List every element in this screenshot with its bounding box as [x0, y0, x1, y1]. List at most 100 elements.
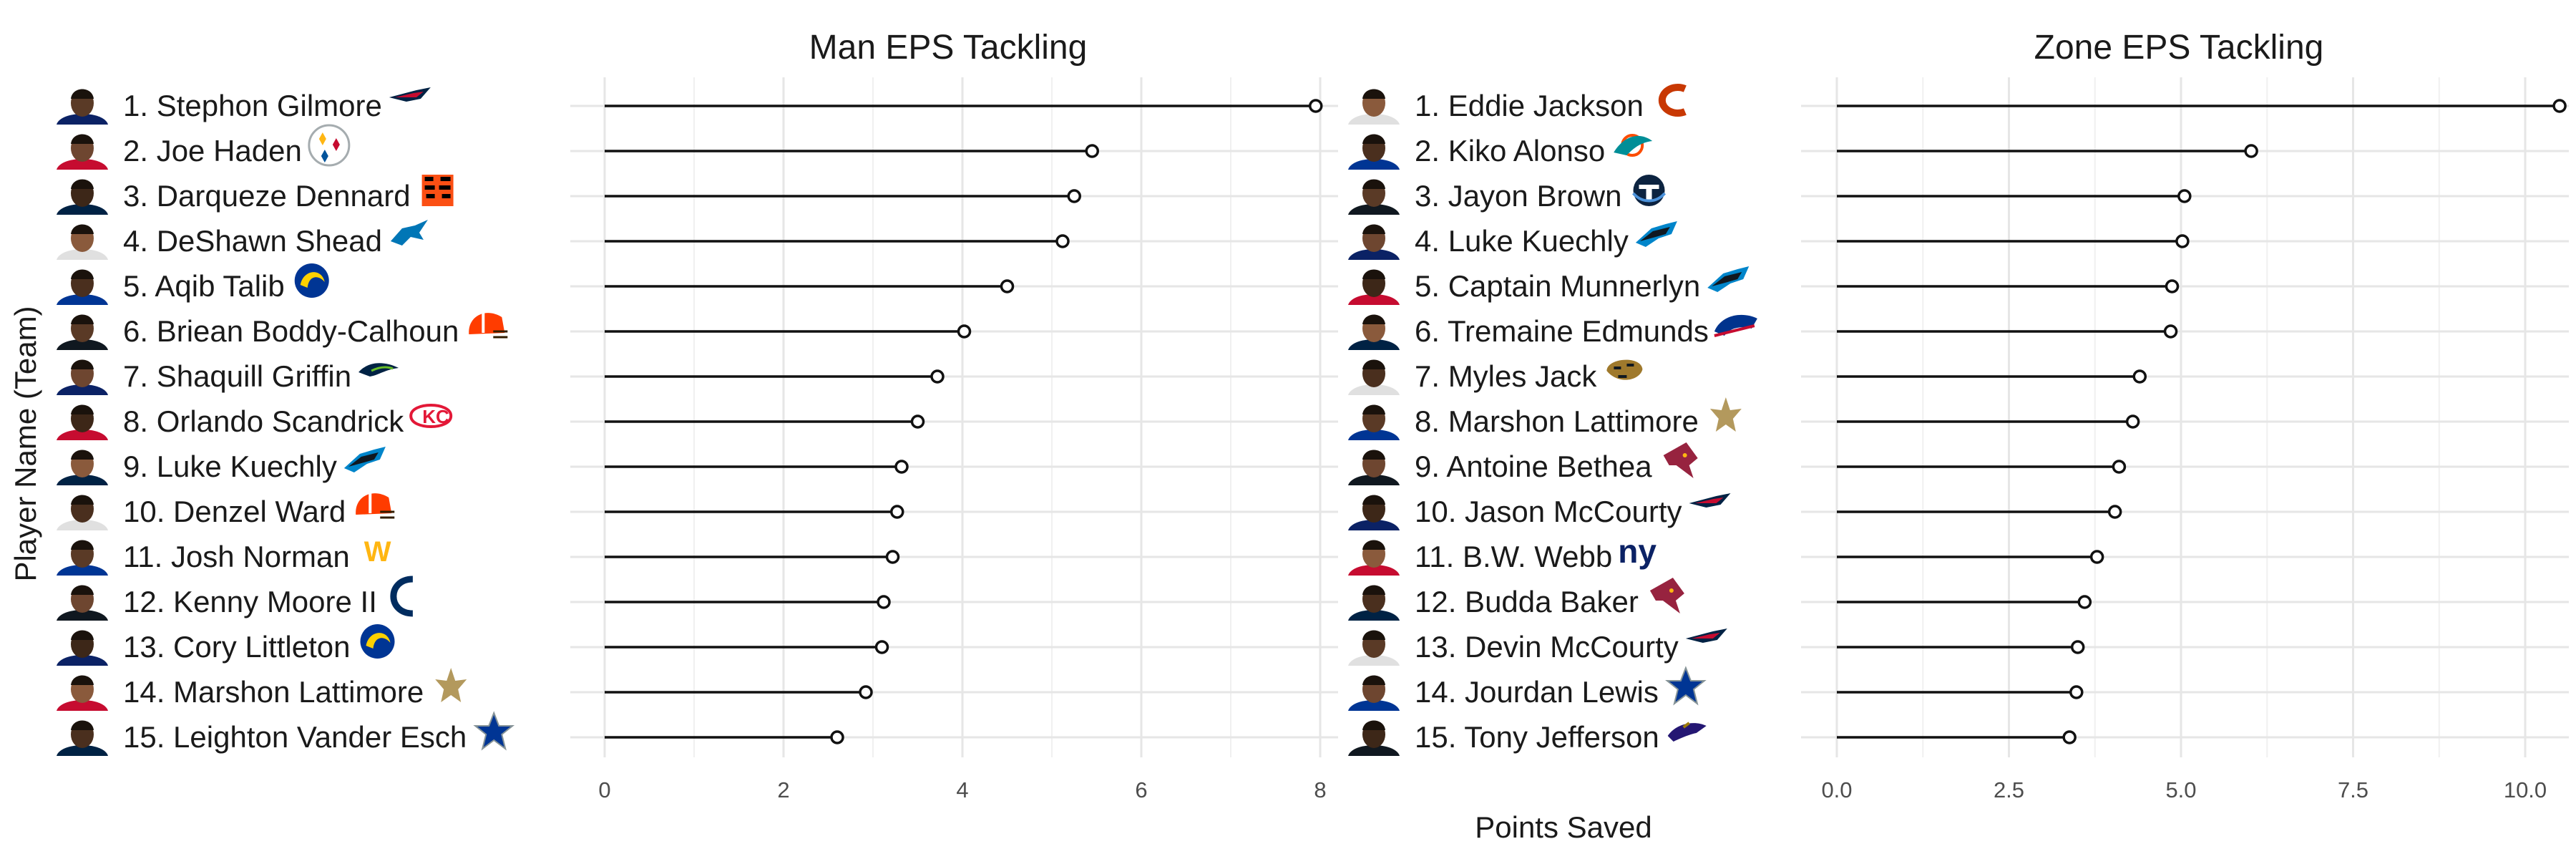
- bills-logo-icon: [1714, 314, 1757, 337]
- player-label: 15. Tony Jefferson: [1415, 720, 1659, 754]
- player-headshot-icon: [1348, 404, 1400, 440]
- seahawks-logo-icon: [358, 363, 399, 377]
- y-axis-title: Player Name (Team): [9, 306, 42, 581]
- lollipop-point: [2062, 730, 2077, 744]
- lollipop-point: [2177, 189, 2192, 203]
- cardinals-logo-icon: [1663, 442, 1698, 478]
- player-headshot-icon: [57, 495, 108, 530]
- player-headshot-icon: [1348, 630, 1400, 666]
- patriots-logo-icon: [389, 87, 431, 102]
- player-label: 9. Antoine Bethea: [1415, 450, 1652, 483]
- player-headshot-icon: [57, 134, 108, 170]
- player-headshot-icon: [57, 630, 108, 666]
- steelers-logo-icon: [308, 124, 351, 167]
- player-headshot-icon: [1348, 134, 1400, 170]
- lollipop-point: [1000, 279, 1015, 293]
- player-row: 3. Darqueze Dennard: [57, 175, 1081, 215]
- lollipop-point: [2244, 144, 2258, 158]
- lollipop-point: [957, 324, 972, 339]
- player-label: 6. Briean Boddy-Calhoun: [123, 314, 459, 348]
- saints-logo-icon: [435, 668, 467, 702]
- player-headshot-icon: [57, 179, 108, 215]
- lollipop-point: [830, 730, 844, 744]
- player-row: 9. Luke Kuechly: [57, 447, 909, 485]
- lollipop-point: [2089, 550, 2104, 564]
- browns-logo-icon: [356, 489, 395, 519]
- player-headshot-icon: [1348, 314, 1400, 350]
- panthers-logo-icon: [1635, 221, 1677, 247]
- rams-logo-icon: [294, 263, 329, 298]
- lollipop-point: [2070, 640, 2085, 654]
- panthers-logo-icon: [343, 447, 386, 472]
- svg-text:KC: KC: [422, 406, 449, 427]
- player-label: 8. Orlando Scandrick: [123, 404, 404, 438]
- grid-lines: [1801, 77, 2569, 757]
- lollipop-point: [2125, 414, 2140, 429]
- player-label: 6. Tremaine Edmunds: [1415, 314, 1709, 348]
- grid-lines: [570, 77, 1338, 757]
- zone-eps-panel: Zone EPS Tackling 0.0 2.5 5.0 7.5 10.0 1. Eddi…: [1348, 29, 2569, 802]
- player-label: 5. Aqib Talib: [123, 269, 285, 303]
- lollipop-point: [874, 640, 889, 654]
- player-label: 1. Eddie Jackson: [1415, 89, 1644, 122]
- rams-logo-icon: [360, 624, 395, 659]
- player-label: 7. Shaquill Griffin: [123, 359, 351, 393]
- player-row: 8. Orlando Scandrick KC: [57, 404, 925, 440]
- patriots-logo-icon: [1689, 493, 1731, 508]
- lollipop-point: [2132, 369, 2147, 384]
- lollipop-point: [1067, 189, 1081, 203]
- player-row: 7. Myles Jack: [1348, 359, 2147, 395]
- player-label: 14. Marshon Lattimore: [123, 675, 424, 709]
- player-row: 14. Marshon Lattimore: [57, 668, 873, 711]
- player-label: 5. Captain Munnerlyn: [1415, 269, 1700, 303]
- player-row: 12. Kenny Moore II: [57, 576, 891, 621]
- lollipop-point: [890, 505, 904, 519]
- player-label: 3. Darqueze Dennard: [123, 179, 411, 213]
- x-axis-title: Points Saved: [1475, 810, 1652, 844]
- player-row: 10. Jason McCourty: [1348, 493, 2122, 530]
- lollipop-point: [885, 550, 900, 564]
- player-row: 13. Devin McCourty: [1348, 629, 2085, 666]
- player-row: 8. Marshon Lattimore: [1348, 397, 2140, 440]
- panel-title: Zone EPS Tackling: [2034, 29, 2324, 67]
- player-row: 3. Jayon Brown: [1348, 175, 2192, 215]
- bengals-logo-icon: [421, 175, 454, 206]
- player-headshot-icon: [1348, 89, 1400, 125]
- lollipop-point: [1309, 99, 1323, 113]
- x-tick-label: 8: [1314, 777, 1326, 802]
- browns-logo-icon: [469, 309, 508, 339]
- lollipop-point: [894, 460, 909, 474]
- player-label: 13. Cory Littleton: [123, 630, 351, 664]
- player-headshot-icon: [57, 314, 108, 350]
- player-row: 4. Luke Kuechly: [1348, 221, 2190, 260]
- player-row: 6. Briean Boddy-Calhoun: [57, 309, 972, 350]
- x-tick-label: 6: [1135, 777, 1147, 802]
- lollipop-point: [2552, 99, 2567, 113]
- lollipop-point: [2175, 234, 2190, 248]
- x-tick-label: 4: [956, 777, 968, 802]
- player-headshot-icon: [1348, 269, 1400, 305]
- cardinals-logo-icon: [1649, 578, 1684, 613]
- player-headshot-icon: [57, 359, 108, 395]
- giants-logo-icon: ny: [1618, 533, 1657, 570]
- lollipop-point: [2112, 460, 2127, 474]
- x-tick-label: 0.0: [1821, 777, 1852, 802]
- lollipop-point: [2077, 595, 2092, 609]
- player-headshot-icon: [1348, 675, 1400, 711]
- colts-logo-icon: [390, 576, 414, 617]
- x-tick-label: 7.5: [2338, 777, 2368, 802]
- player-label: 10. Jason McCourty: [1415, 495, 1682, 528]
- player-row: 15. Leighton Vander Esch: [57, 711, 844, 756]
- player-headshot-icon: [57, 675, 108, 711]
- player-headshot-icon: [1348, 224, 1400, 260]
- player-label: 13. Devin McCourty: [1415, 630, 1679, 664]
- player-headshot-icon: [1348, 450, 1400, 485]
- man-eps-panel: Man EPS Tackling 0 2 4 6 8 1. Stephon Gilmore 2…: [57, 29, 1338, 802]
- player-label: 12. Kenny Moore II: [123, 585, 377, 618]
- player-row: 6. Tremaine Edmunds: [1348, 314, 2178, 350]
- washington-logo-icon: W: [364, 536, 391, 568]
- player-label: 4. DeShawn Shead: [123, 224, 382, 258]
- player-headshot-icon: [57, 450, 108, 485]
- player-headshot-icon: [57, 540, 108, 576]
